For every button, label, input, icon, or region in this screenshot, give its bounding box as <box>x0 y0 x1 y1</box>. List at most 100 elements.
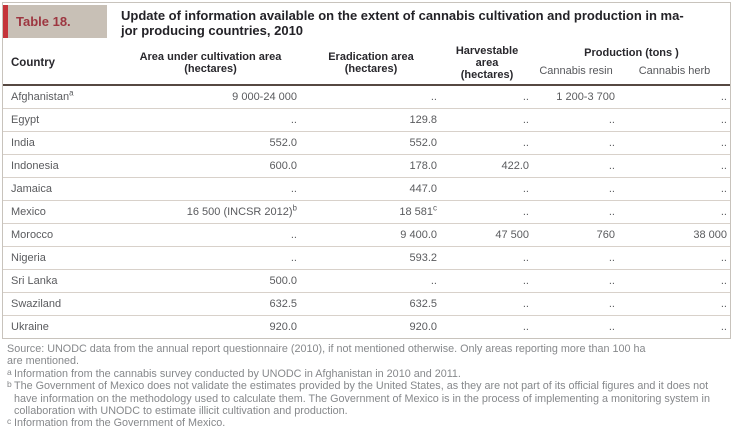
resin-cell: .. <box>533 314 619 338</box>
herb-cell: .. <box>619 268 730 292</box>
country-name: Jamaica <box>11 182 52 195</box>
resin-cell: .. <box>533 268 619 292</box>
col-header-cannabis-herb: Cannabis herb <box>638 65 711 78</box>
col-header-cultivation: Area under cultivation area (hectares) <box>139 51 282 75</box>
resin-cell: .. <box>533 107 619 131</box>
table-row: Jamaica .. 447.0 .. .. .. <box>3 176 730 200</box>
table-row: Indonesia 600.0 178.0 422.0 .. .. <box>3 153 730 177</box>
eradication-cell: .. <box>430 90 437 103</box>
col-header-production-group: Production (tons ) <box>584 46 679 59</box>
eradication-cell: 18 581c <box>301 199 441 223</box>
country-cell: Jamaica <box>3 176 120 200</box>
table-row: Morocco .. 9 400.0 47 500 760 38 000 <box>3 222 730 246</box>
table-row: India 552.0 552.0 .. .. .. <box>3 130 730 154</box>
table-body: Afghanistana 9 000-24 000 .. .. 1 200-3 … <box>3 85 730 338</box>
cultivation-cell: .. <box>120 222 301 246</box>
country-footnote-marker: a <box>69 88 74 98</box>
country-name: Swaziland <box>11 297 62 310</box>
resin-cell: .. <box>533 176 619 200</box>
footnote-b-line3: collaboration with UNODC to estimate ill… <box>14 405 348 418</box>
cultivation-cell: 16 500 (INCSR 2012)b <box>120 199 301 223</box>
herb-cell: .. <box>619 130 730 154</box>
herb-cell: .. <box>619 245 730 269</box>
footnote-b-line1: The Government of Mexico does not valida… <box>14 380 709 393</box>
country-name: Ukraine <box>11 320 49 333</box>
table-title-line2: jor producing countries, 2010 <box>121 23 304 38</box>
eradication-cell: 552.0 <box>301 130 441 154</box>
country-cell: Indonesia <box>3 153 120 177</box>
footnote-a: a Information from the cannabis survey c… <box>7 366 728 380</box>
table-title: Update of information available on the e… <box>107 5 690 38</box>
harvestable-cell: 422.0 <box>441 153 533 177</box>
footnote-b-marker: b <box>7 379 12 390</box>
col-header-country: Country <box>11 57 56 69</box>
harvestable-cell: .. <box>441 130 533 154</box>
herb-cell: .. <box>619 153 730 177</box>
harvestable-cell: .. <box>441 268 533 292</box>
harvestable-cell: .. <box>441 176 533 200</box>
harvestable-cell: .. <box>522 90 529 103</box>
table-number-label: Table 18. <box>16 14 71 29</box>
herb-cell: .. <box>619 199 730 223</box>
table-header: Country Area under cultivation area (hec… <box>3 43 730 85</box>
cultivation-cell: 500.0 <box>120 268 301 292</box>
resin-cell: .. <box>533 291 619 315</box>
herb-cell: .. <box>619 176 730 200</box>
eradication-cell: 593.2 <box>301 245 441 269</box>
country-cell: Sri Lanka <box>3 268 120 292</box>
cultivation-cell: .. <box>120 107 301 131</box>
cultivation-cell: .. <box>120 245 301 269</box>
herb-cell: .. <box>619 291 730 315</box>
eradication-cell: 632.5 <box>301 291 441 315</box>
country-cell: Morocco <box>3 222 120 246</box>
cultivation-cell: 552.0 <box>120 130 301 154</box>
footnote-c-marker: c <box>7 416 12 427</box>
footnote-a-marker: a <box>7 366 12 377</box>
table-row: Egypt .. 129.8 .. .. .. <box>3 107 730 131</box>
country-name: Egypt <box>11 113 40 126</box>
source-line2: are mentioned. <box>7 355 80 368</box>
resin-cell: .. <box>533 245 619 269</box>
herb-cell: .. <box>619 107 730 131</box>
resin-cell: .. <box>533 130 619 154</box>
country-name: Afghanistan <box>11 90 70 103</box>
herb-cell: .. <box>720 90 727 103</box>
footnote-a-text: Information from the cannabis survey con… <box>14 367 461 380</box>
country-cell: India <box>3 130 120 154</box>
eradication-cell: 178.0 <box>301 153 441 177</box>
herb-cell: .. <box>619 314 730 338</box>
eradication-cell: 920.0 <box>301 314 441 338</box>
cultivation-cell: 9 000-24 000 <box>232 90 297 103</box>
country-cell: Ukraine <box>3 314 120 338</box>
footnote-b-line2: have information on the methodology used… <box>14 392 710 405</box>
country-cell: Mexico <box>3 199 120 223</box>
col-header-eradication: Eradication area (hectares) <box>328 51 414 75</box>
country-name: Sri Lanka <box>11 274 58 287</box>
table-title-line1: Update of information available on the e… <box>121 8 684 23</box>
table-title-band: Table 18. Update of information availabl… <box>3 3 730 43</box>
country-name: Morocco <box>11 228 54 241</box>
table-row: Ukraine 920.0 920.0 .. .. .. <box>3 314 730 338</box>
country-name: Mexico <box>11 205 46 218</box>
harvestable-cell: .. <box>441 199 533 223</box>
footnote-c-text: Information from the Government of Mexic… <box>14 417 226 430</box>
eradication-cell: .. <box>301 268 441 292</box>
source-line1: Source: UNODC data from the annual repor… <box>7 343 646 355</box>
data-table: Country Area under cultivation area (hec… <box>3 43 730 338</box>
country-cell: Egypt <box>3 107 120 131</box>
cultivation-cell: 632.5 <box>120 291 301 315</box>
table-row: Afghanistana 9 000-24 000 .. .. 1 200-3 … <box>3 85 730 108</box>
country-name: Nigeria <box>11 251 46 264</box>
resin-cell: 1 200-3 700 <box>556 90 615 103</box>
col-header-harvestable: Harvestable area (hectares) <box>455 45 519 81</box>
notes-section: Source: UNODC data from the annual repor… <box>7 343 728 430</box>
country-cell: Afghanistana <box>3 85 120 108</box>
eradication-cell: 129.8 <box>301 107 441 131</box>
col-header-cannabis-resin: Cannabis resin <box>539 65 613 78</box>
accent-bar <box>3 5 8 38</box>
harvestable-cell: 47 500 <box>441 222 533 246</box>
resin-cell: .. <box>533 199 619 223</box>
eradication-cell: 447.0 <box>301 176 441 200</box>
eradication-cell: 9 400.0 <box>301 222 441 246</box>
footnote-b: b The Government of Mexico does not vali… <box>7 379 728 418</box>
